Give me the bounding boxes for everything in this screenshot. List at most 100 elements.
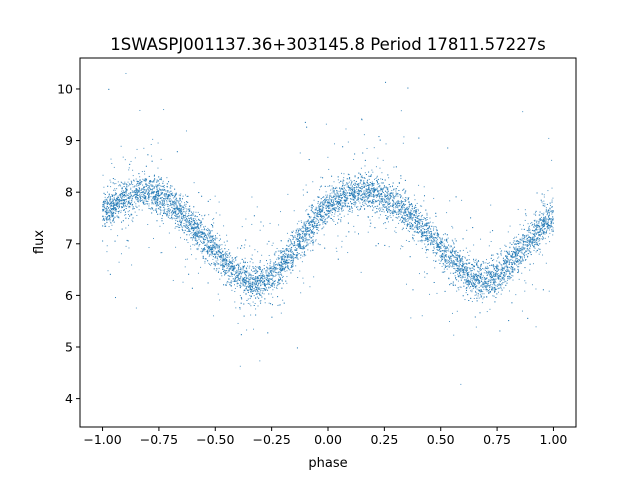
data-point (226, 256, 228, 258)
data-point (204, 260, 206, 262)
data-point (117, 205, 119, 207)
data-point (303, 252, 305, 254)
data-point (103, 186, 105, 188)
data-point (410, 209, 412, 211)
data-point (448, 250, 450, 252)
data-point (531, 221, 533, 223)
data-point (153, 179, 155, 181)
data-point (196, 233, 198, 235)
data-point (139, 176, 141, 178)
data-point (202, 249, 204, 251)
data-point (110, 222, 112, 224)
data-point (346, 192, 348, 194)
data-point (123, 200, 125, 202)
data-point (192, 237, 194, 239)
data-point (165, 214, 167, 216)
data-point (548, 213, 550, 215)
data-point (487, 271, 489, 273)
data-point (521, 272, 523, 274)
data-point (262, 277, 264, 279)
data-point (480, 264, 482, 266)
data-point (223, 225, 225, 227)
data-point (458, 272, 460, 274)
data-point (113, 196, 115, 198)
data-point (535, 232, 537, 234)
data-point (498, 278, 500, 280)
data-point (494, 275, 496, 277)
data-point (182, 209, 184, 211)
data-point (399, 211, 401, 213)
data-point (537, 231, 539, 233)
data-point (319, 207, 321, 209)
data-point (487, 283, 489, 285)
data-point (484, 266, 486, 268)
data-point (269, 275, 271, 277)
data-point (366, 181, 368, 183)
data-point (517, 240, 519, 242)
data-point (343, 215, 345, 217)
data-point (294, 249, 296, 251)
data-point (533, 246, 535, 248)
data-point (114, 189, 116, 191)
data-point (169, 197, 171, 199)
data-point (533, 236, 535, 238)
data-point (375, 195, 377, 197)
data-point (302, 255, 304, 257)
data-point (305, 223, 307, 225)
data-point (478, 286, 480, 288)
data-point (384, 187, 386, 189)
data-point (135, 195, 137, 197)
data-point (340, 221, 342, 223)
data-point (501, 277, 503, 279)
data-point (355, 195, 357, 197)
data-point (449, 256, 451, 258)
data-point (296, 244, 298, 246)
data-point (473, 285, 475, 287)
data-point (383, 200, 385, 202)
data-point (468, 283, 470, 285)
data-point (256, 287, 258, 289)
data-point (316, 214, 318, 216)
data-point (330, 201, 332, 203)
data-point (231, 273, 233, 275)
data-point (163, 194, 165, 196)
data-point (147, 187, 149, 189)
data-point (284, 259, 286, 261)
data-point (110, 181, 112, 183)
data-point (109, 206, 111, 208)
data-point (120, 145, 122, 147)
data-point (162, 206, 164, 208)
data-point (171, 203, 173, 205)
data-point (121, 188, 123, 190)
data-point (306, 243, 308, 245)
data-point (488, 262, 490, 264)
data-point (312, 229, 314, 231)
data-point (220, 261, 222, 263)
data-point (301, 246, 303, 248)
data-point (286, 244, 288, 246)
data-point (318, 224, 320, 226)
data-point (180, 224, 182, 226)
data-point (471, 301, 473, 303)
data-point (191, 228, 193, 230)
data-point (464, 263, 466, 265)
data-point (172, 203, 174, 205)
data-point (544, 203, 546, 205)
data-point (117, 202, 119, 204)
data-point (503, 287, 505, 289)
data-point (506, 257, 507, 258)
data-point (313, 199, 315, 201)
data-point (475, 280, 477, 282)
data-point (241, 271, 243, 273)
data-point (307, 244, 309, 246)
data-point (464, 270, 466, 272)
data-point (179, 209, 181, 211)
data-point (442, 241, 444, 243)
data-point (296, 223, 298, 225)
data-point (500, 271, 502, 273)
data-point (480, 275, 482, 277)
data-point (161, 252, 163, 254)
data-point (350, 186, 352, 188)
data-point (164, 199, 166, 201)
data-point (109, 220, 111, 222)
